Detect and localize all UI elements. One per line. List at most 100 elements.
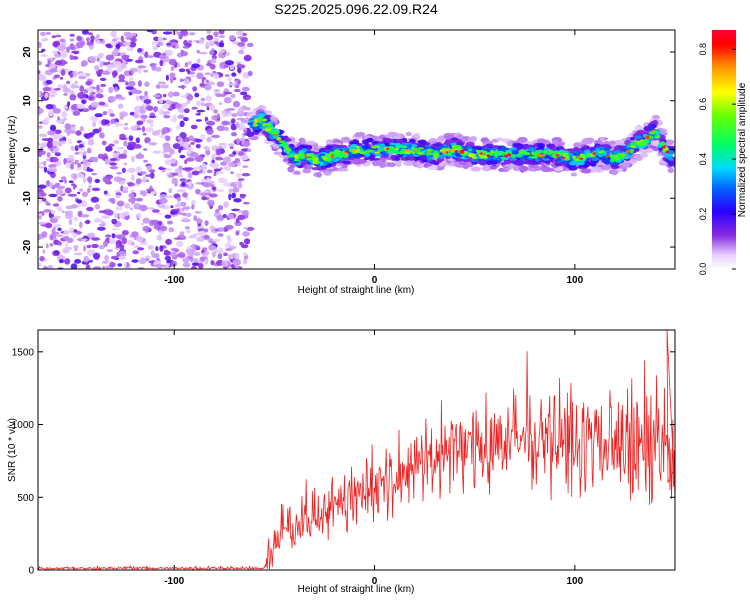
- y-tick-label: 10: [22, 95, 33, 107]
- spectrogram-noise-blob: [49, 63, 56, 68]
- spectrogram-noise-blob: [68, 227, 75, 232]
- spectrogram-noise-blob: [221, 120, 230, 126]
- spectrogram-noise-blob: [162, 111, 171, 115]
- spectrogram-noise-blob: [208, 193, 218, 198]
- spectrogram-noise-blob: [56, 134, 64, 139]
- spectrogram-signal-blob: [546, 143, 554, 148]
- spectrogram-noise-blob: [236, 138, 240, 145]
- spectrogram-noise-blob: [171, 177, 178, 185]
- spectrogram-noise-blob: [55, 129, 62, 135]
- spectrogram-noise-blob: [212, 238, 221, 242]
- spectrogram-signal-blob: [605, 155, 611, 158]
- colorbar-tick-label: 0.2: [698, 208, 708, 221]
- spectrogram-noise-blob: [223, 143, 227, 149]
- spectrogram-noise-blob: [91, 187, 101, 192]
- spectrogram-noise-blob: [98, 153, 104, 159]
- spectrogram-noise-blob: [130, 200, 135, 205]
- spectrogram-signal-blob: [411, 146, 415, 150]
- spectrogram-signal-blob: [436, 136, 445, 142]
- snr-x-label: Height of straight line (km): [298, 584, 415, 595]
- spectrogram-noise-blob: [178, 165, 183, 171]
- spectrogram-noise-blob: [84, 72, 91, 77]
- spectrogram-noise-blob: [47, 167, 57, 173]
- spectrogram-noise-blob: [135, 178, 142, 185]
- spectrogram-noise-blob: [63, 92, 69, 96]
- spectrogram-noise-blob: [73, 185, 78, 188]
- spectrogram-noise-blob: [188, 180, 192, 187]
- spectrogram-noise-blob: [78, 143, 84, 148]
- spectrogram-noise-blob: [195, 138, 200, 143]
- spectrogram-noise-blob: [170, 210, 177, 215]
- spectrogram-noise-blob: [135, 137, 140, 144]
- spectrogram-noise-blob: [148, 115, 157, 119]
- spectrogram-noise-blob: [79, 85, 85, 92]
- spectrogram-signal-blob: [293, 159, 301, 162]
- spectrogram-noise-blob: [94, 113, 103, 118]
- spectrogram-signal-blob: [256, 118, 261, 122]
- spectrogram-noise-blob: [151, 41, 158, 46]
- spectrogram-noise-blob: [47, 264, 54, 269]
- spectrogram-noise-blob: [239, 241, 244, 246]
- spectrogram-noise-blob: [124, 122, 128, 126]
- spectrogram-noise-blob: [86, 132, 96, 136]
- spectrogram-signal-blob: [637, 142, 644, 147]
- spectrogram-noise-blob: [170, 41, 178, 47]
- spectrogram-noise-blob: [196, 218, 204, 224]
- colorbar: 0.0 0.2 0.4 0.6 0.8 Normalized spectral ampl…: [698, 30, 748, 275]
- spectrogram-noise-blob: [130, 125, 138, 131]
- spectrogram-noise-blob: [117, 103, 124, 109]
- spectrogram-noise-blob: [153, 106, 158, 113]
- spectrogram-noise-blob: [115, 43, 121, 50]
- spectrogram-noise-blob: [62, 87, 71, 93]
- spectrogram-noise-blob: [152, 150, 162, 154]
- spectrogram-signal-blob: [302, 168, 312, 174]
- spectrogram-noise-blob: [118, 250, 127, 258]
- spectrogram-noise-blob: [237, 67, 242, 74]
- spectrogram-signal-blob: [490, 150, 495, 154]
- spectrogram-noise-blob: [179, 231, 185, 236]
- spectrogram-noise-blob: [177, 252, 186, 258]
- spectrogram-noise-blob: [138, 258, 147, 265]
- spectrogram-signal-blob: [264, 128, 272, 132]
- spectrogram-noise-blob: [219, 48, 226, 54]
- spectrogram-noise-blob: [61, 118, 66, 123]
- spectrogram-noise-blob: [183, 108, 190, 114]
- spectrogram-noise-blob: [92, 252, 101, 260]
- spectrogram-signal-blob: [471, 156, 478, 159]
- spectrogram-noise-blob: [110, 198, 116, 204]
- spectrogram-signal-blob: [252, 123, 259, 127]
- spectrogram-noise-blob: [224, 74, 230, 77]
- spectrogram-noise-blob: [224, 224, 234, 230]
- spectrogram-noise-blob: [206, 136, 212, 143]
- spectrogram-noise-blob: [187, 172, 193, 179]
- spectrogram-signal-blob: [306, 157, 313, 161]
- spectrogram-noise-blob: [143, 69, 149, 73]
- spectrogram-noise-blob: [230, 118, 236, 124]
- spectrogram-noise-blob: [144, 137, 151, 144]
- spectrogram-noise-blob: [154, 264, 163, 268]
- spectrogram-noise-blob: [90, 101, 100, 108]
- spectrogram-noise-blob: [229, 183, 238, 188]
- spectrogram-noise-blob: [131, 32, 137, 37]
- spectrogram-noise-blob: [242, 209, 249, 216]
- spectrogram-noise-blob: [79, 188, 84, 192]
- spectrogram-noise-blob: [39, 256, 45, 262]
- spectrogram-signal-blob: [374, 153, 382, 157]
- spectrogram-noise-blob: [111, 233, 116, 239]
- spectrogram-noise-blob: [166, 195, 174, 199]
- spectrogram-noise-blob: [228, 34, 236, 41]
- x-tick-label: 100: [566, 275, 583, 286]
- spectrogram-signal-blob: [361, 144, 369, 149]
- spectrogram-noise-blob: [38, 125, 43, 129]
- spectrogram-signal-blob: [298, 149, 304, 153]
- spectrogram-signal-blob: [599, 137, 606, 142]
- spectrogram-noise-blob: [64, 123, 72, 130]
- spectrogram-noise-blob: [177, 189, 186, 193]
- spectrogram-noise-blob: [217, 204, 224, 211]
- spectrogram-noise-blob: [60, 50, 67, 57]
- spectrogram-x-axis: -100 0 100: [164, 30, 584, 286]
- spectrogram-noise-blob: [174, 168, 180, 173]
- spectrogram-noise-blob: [91, 237, 101, 241]
- spectrogram-signal-blob: [642, 139, 650, 144]
- spectrogram-noise-blob: [157, 129, 163, 133]
